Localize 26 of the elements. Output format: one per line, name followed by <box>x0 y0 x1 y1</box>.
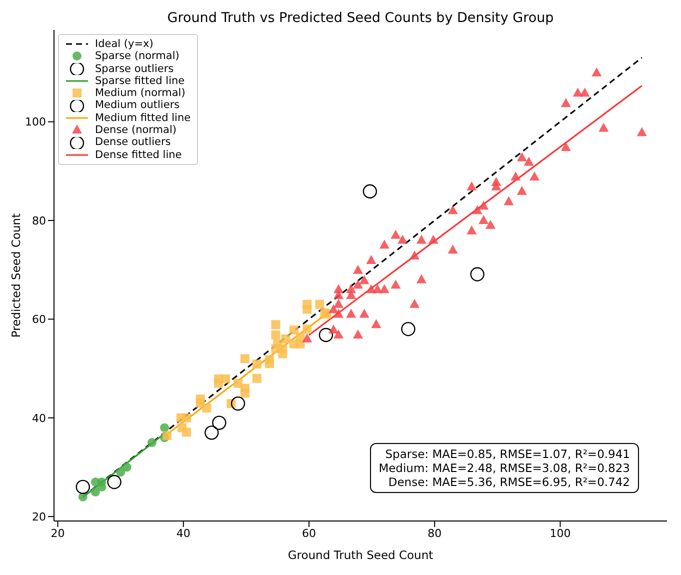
y-axis-title: Predicted Seed Count <box>9 212 24 338</box>
legend-label: Ideal (y=x) <box>95 38 154 50</box>
x-tick-label: 20 <box>50 526 65 540</box>
annotation: Dense: MAE=5.36, RMSE=6.95, R²=0.742 <box>387 475 630 489</box>
x-tick-label: 40 <box>176 526 190 540</box>
legend-label: Dense outliers <box>95 136 171 149</box>
y-tick-label: 20 <box>32 510 46 524</box>
annotation: Sparse: MAE=0.85, RMSE=1.07, R²=0.941 <box>384 447 630 461</box>
y-tick-label: 80 <box>32 214 46 228</box>
y-tick-label: 100 <box>25 116 46 129</box>
annotation: Medium: MAE=2.48, RMSE=3.08, R²=0.823 <box>378 461 630 475</box>
legend-label: Dense fitted line <box>95 148 182 161</box>
x-tick-label: 60 <box>302 526 316 540</box>
y-tick-label: 60 <box>32 313 46 326</box>
legend-label: Medium (normal) <box>95 87 186 100</box>
legend-label: Medium fitted line <box>95 112 191 124</box>
x-tick-label: 100 <box>550 526 571 540</box>
x-tick-label: 80 <box>428 526 442 540</box>
legend-label: Medium outliers <box>95 99 180 112</box>
chart-title: Ground Truth vs Predicted Seed Counts by Density Group <box>166 10 555 26</box>
legend-label: Dense (normal) <box>95 124 176 136</box>
x-axis-title: Ground Truth Seed Count <box>288 548 434 562</box>
legend-label: Sparse outliers <box>95 62 174 75</box>
y-tick-label: 40 <box>32 412 46 425</box>
legend-label: Sparse (normal) <box>95 50 180 63</box>
legend-label: Sparse fitted line <box>95 74 185 88</box>
